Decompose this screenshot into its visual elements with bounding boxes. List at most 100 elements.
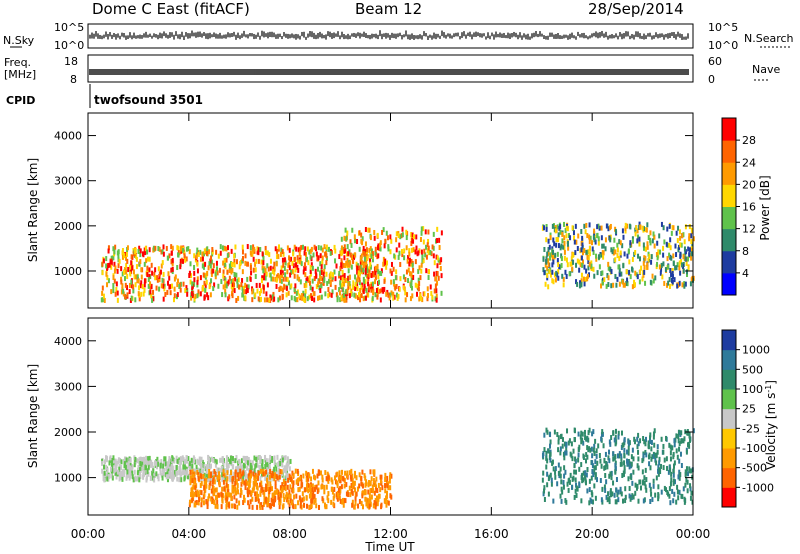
- power-echo-cell: [243, 289, 246, 295]
- velocity-echo-cell: [587, 430, 590, 436]
- velocity-echo-cell: [228, 474, 231, 480]
- power-echo-cell: [384, 238, 387, 244]
- velocity-echo-cell: [164, 461, 167, 467]
- velocity-echo-cell: [689, 495, 692, 501]
- power-echo-cell: [618, 267, 621, 273]
- power-echo-cell: [162, 296, 165, 302]
- velocity-echo-cell: [669, 456, 672, 462]
- velocity-echo-cell: [196, 469, 199, 475]
- velocity-echo-cell: [261, 459, 264, 465]
- power-echo-cell: [182, 258, 185, 264]
- power-echo-cell: [683, 283, 686, 289]
- power-echo-cell: [246, 261, 249, 267]
- velocity-echo-cell: [260, 456, 263, 462]
- velocity-echo-cell: [265, 465, 268, 471]
- power-echo-cell: [354, 238, 357, 244]
- power-echo-cell: [148, 273, 151, 279]
- power-echo-cell: [618, 281, 621, 287]
- power-echo-cell: [341, 277, 344, 283]
- power-echo-cell: [219, 244, 222, 250]
- power-echo-cell: [360, 293, 363, 299]
- power-echo-cell: [358, 280, 361, 286]
- velocity-echo-cell: [155, 471, 158, 477]
- velocity-echo-cell: [564, 498, 567, 504]
- velocity-echo-cell: [332, 501, 335, 507]
- velocity-echo-cell: [567, 487, 570, 493]
- velocity-echo-cell: [549, 457, 552, 463]
- velocity-echo-cell: [133, 455, 136, 461]
- velocity-echo-cell: [593, 465, 596, 471]
- power-echo-cell: [109, 259, 112, 265]
- power-echo-cell: [241, 244, 244, 250]
- power-echo-cell: [411, 293, 414, 299]
- velocity-echo-cell: [235, 455, 238, 461]
- power-echo-cell: [574, 250, 577, 256]
- power-echo-cell: [407, 267, 410, 273]
- velocity-echo-cell: [684, 482, 687, 488]
- velocity-echo-cell: [259, 482, 262, 488]
- velocity-echo-cell: [221, 486, 224, 492]
- velocity-echo-cell: [256, 504, 259, 510]
- velocity-echo-cell: [574, 469, 577, 475]
- power-echo-cell: [241, 288, 244, 294]
- velocity-echo-cell: [229, 459, 232, 465]
- power-echo-cell: [382, 256, 385, 262]
- power-echo-cell: [580, 247, 583, 253]
- velocity-echo-cell: [285, 473, 288, 479]
- power-echo-cell: [242, 285, 245, 291]
- y-tick-label: 2000: [54, 426, 82, 439]
- power-echo-cell: [381, 229, 384, 235]
- velocity-echo-cell: [603, 484, 606, 490]
- velocity-echo-cell: [590, 498, 593, 504]
- velocity-echo-cell: [222, 479, 225, 485]
- power-echo-cell: [244, 260, 247, 266]
- velocity-echo-cell: [302, 496, 305, 502]
- power-echo-cell: [303, 262, 306, 268]
- power-echo-cell: [362, 245, 365, 251]
- power-echo-cell: [345, 289, 348, 295]
- power-echo-cell: [262, 260, 265, 266]
- power-echo-cell: [691, 275, 694, 281]
- power-echo-cell: [250, 270, 253, 276]
- power-echo-cell: [375, 288, 378, 294]
- power-echo-cell: [189, 279, 192, 285]
- power-echo-cell: [682, 254, 685, 260]
- velocity-echo-cell: [244, 456, 247, 462]
- velocity-echo-cell: [311, 483, 314, 489]
- velocity-echo-cell: [638, 479, 641, 485]
- power-echo-cell: [283, 284, 286, 290]
- power-echo-cell: [315, 284, 318, 290]
- power-echo-cell: [112, 246, 115, 252]
- power-echo-cell: [136, 278, 139, 284]
- power-echo-cell: [420, 230, 423, 236]
- power-echo-cell: [282, 251, 285, 257]
- velocity-echo-cell: [355, 491, 358, 497]
- power-echo-cell: [338, 254, 341, 260]
- power-echo-cell: [233, 262, 236, 268]
- velocity-echo-cell: [334, 479, 337, 485]
- velocity-echo-cell: [103, 459, 106, 465]
- power-echo-cell: [544, 281, 547, 287]
- power-echo-cell: [395, 269, 398, 275]
- velocity-echo-cell: [591, 469, 594, 475]
- power-echo-cell: [631, 266, 634, 272]
- velocity-echo-cell: [224, 476, 227, 482]
- velocity-echo-cell: [231, 456, 234, 462]
- velocity-echo-cell: [230, 492, 233, 498]
- power-echo-cell: [595, 253, 598, 259]
- velocity-echo-cell: [281, 462, 284, 468]
- power-echo-cell: [281, 249, 284, 255]
- power-echo-cell: [293, 287, 296, 293]
- velocity-echo-cell: [199, 489, 202, 495]
- velocity-echo-cell: [642, 498, 645, 504]
- power-echo-cell: [254, 261, 257, 267]
- power-echo-cell: [362, 288, 365, 294]
- power-echo-cell: [377, 253, 380, 259]
- power-echo-cell: [581, 250, 584, 256]
- power-echo-cell: [593, 228, 596, 234]
- power-echo-cell: [557, 232, 560, 238]
- velocity-echo-cell: [336, 483, 339, 489]
- velocity-echo-cell: [221, 476, 224, 482]
- power-echo-cell: [431, 244, 434, 250]
- power-echo-cell: [123, 269, 126, 275]
